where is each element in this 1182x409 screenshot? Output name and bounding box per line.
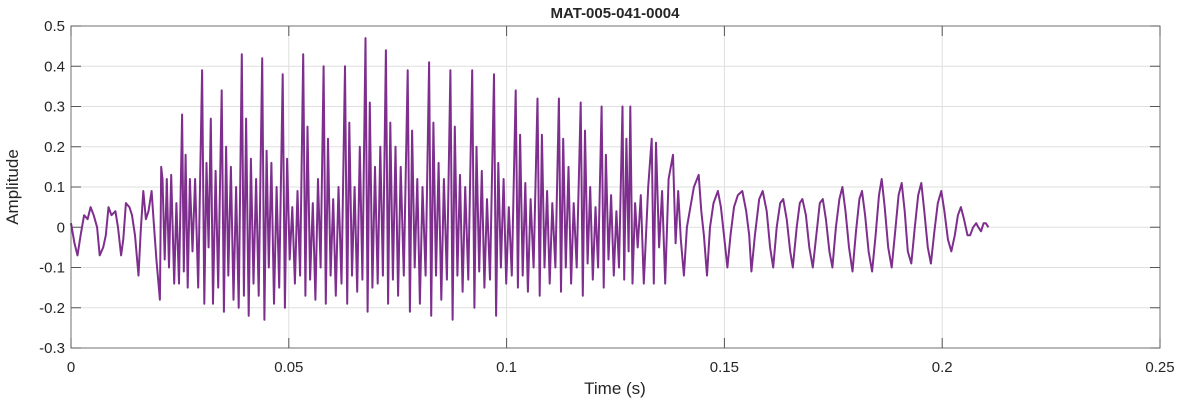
waveform-line: [70, 37, 990, 321]
y-tick-label: 0.1: [44, 179, 65, 196]
y-tick-label: -0.1: [39, 260, 65, 277]
y-tick-label: 0.4: [44, 58, 65, 75]
y-tick-label: 0: [57, 219, 65, 236]
y-axis-label: Amplitude: [3, 149, 22, 225]
x-tick-label: 0.15: [710, 359, 739, 376]
x-tick-label: 0.1: [496, 359, 517, 376]
y-tick-label: 0.2: [44, 139, 65, 156]
x-tick-label: 0.25: [1145, 359, 1174, 376]
x-tick-label: 0.2: [932, 359, 953, 376]
x-ticks: 0 0.05 0.1 0.15 0.2 0.25: [67, 26, 1175, 376]
y-tick-label: -0.2: [39, 300, 65, 317]
x-tick-label: 0.05: [274, 359, 303, 376]
chart-title: MAT-005-041-0004: [551, 5, 681, 22]
y-tick-label: -0.3: [39, 340, 65, 357]
plot-area: [70, 37, 990, 321]
y-tick-label: 0.3: [44, 99, 65, 116]
x-tick-label: 0: [67, 359, 75, 376]
y-ticks: -0.3 -0.2 -0.1 0 0.1 0.2 0.3 0.4 0.5: [39, 18, 1160, 357]
y-tick-label: 0.5: [44, 18, 65, 35]
x-axis-label: Time (s): [584, 379, 646, 398]
